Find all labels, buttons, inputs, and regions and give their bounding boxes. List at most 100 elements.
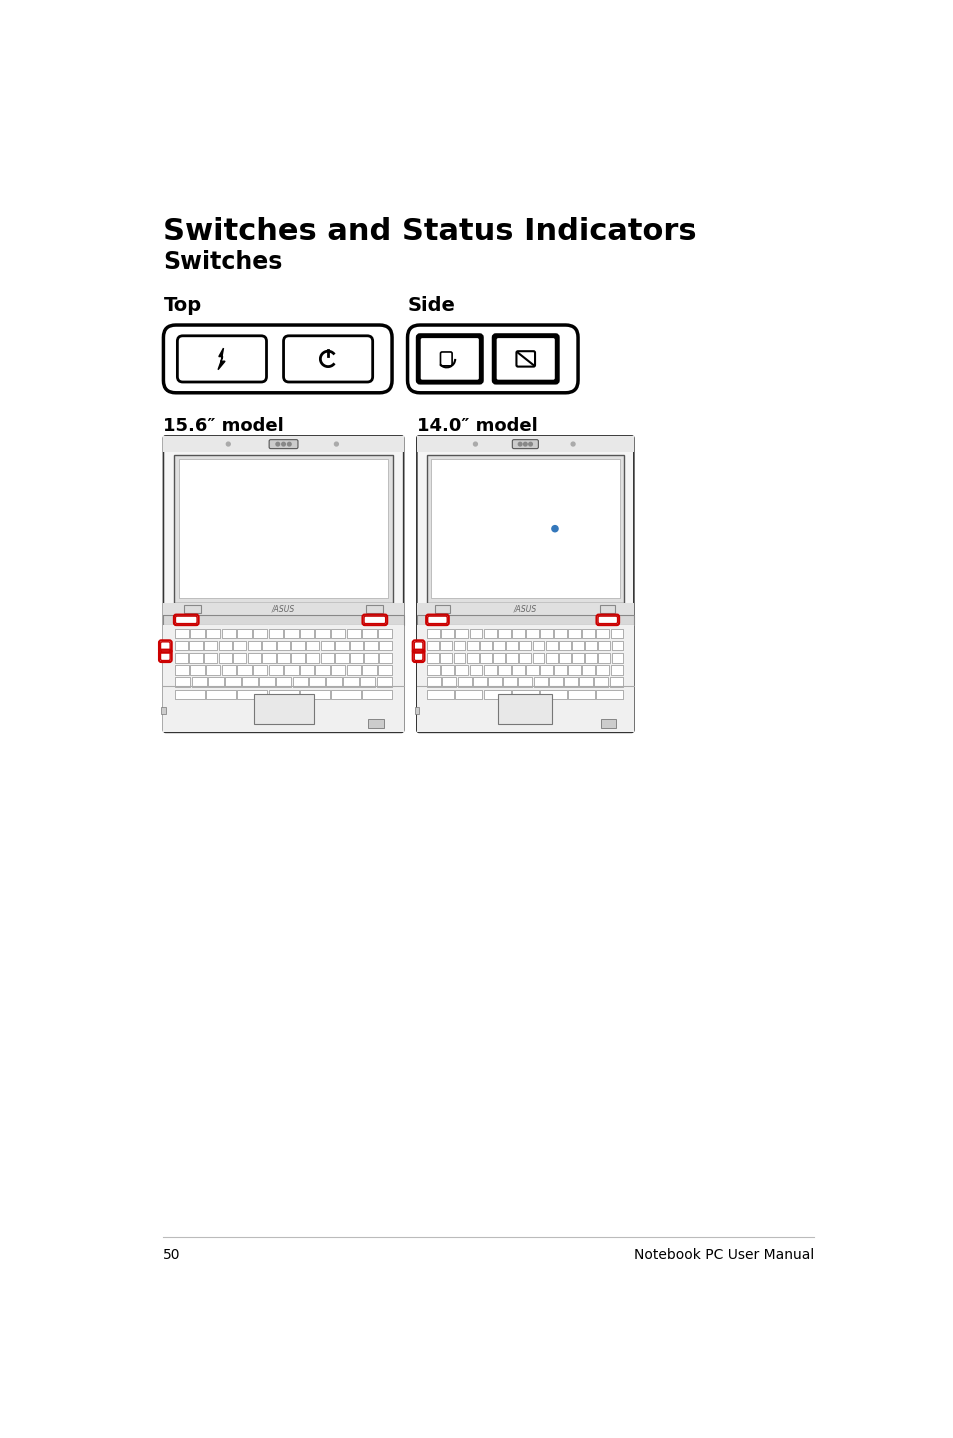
Bar xyxy=(610,630,623,638)
Circle shape xyxy=(473,441,476,446)
Bar xyxy=(362,630,376,638)
Bar xyxy=(269,690,298,699)
Bar xyxy=(221,630,235,638)
Circle shape xyxy=(551,526,558,532)
FancyBboxPatch shape xyxy=(598,615,617,624)
Text: /ASUS: /ASUS xyxy=(513,604,537,613)
Bar xyxy=(184,604,200,613)
Bar xyxy=(284,630,298,638)
Circle shape xyxy=(281,443,285,446)
Bar xyxy=(331,666,345,674)
Bar xyxy=(596,666,609,674)
Bar xyxy=(572,653,583,663)
Bar xyxy=(284,666,298,674)
Text: Side: Side xyxy=(407,296,455,315)
Bar xyxy=(174,653,188,663)
Bar xyxy=(364,641,377,650)
Bar xyxy=(346,666,360,674)
Bar xyxy=(292,641,304,650)
Bar xyxy=(610,666,623,674)
Bar xyxy=(163,603,403,614)
Bar xyxy=(427,641,438,650)
Bar xyxy=(262,653,275,663)
Bar xyxy=(554,666,566,674)
Circle shape xyxy=(571,441,575,446)
Bar xyxy=(163,436,403,452)
Bar xyxy=(598,653,610,663)
Text: 50: 50 xyxy=(163,1248,181,1263)
Bar xyxy=(596,690,623,699)
FancyBboxPatch shape xyxy=(416,436,633,732)
Bar xyxy=(581,630,595,638)
Bar xyxy=(455,630,468,638)
Bar xyxy=(343,677,358,686)
FancyBboxPatch shape xyxy=(269,440,297,449)
Bar xyxy=(453,641,465,650)
Bar xyxy=(269,666,283,674)
Bar xyxy=(525,630,538,638)
Bar xyxy=(364,653,377,663)
Bar xyxy=(427,677,440,686)
Bar xyxy=(427,630,439,638)
Bar xyxy=(594,677,608,686)
FancyBboxPatch shape xyxy=(512,440,537,449)
Circle shape xyxy=(335,441,338,446)
Bar xyxy=(275,677,291,686)
Bar xyxy=(539,690,566,699)
Text: /ASUS: /ASUS xyxy=(272,604,294,613)
Bar xyxy=(192,677,207,686)
Bar xyxy=(359,677,375,686)
Bar xyxy=(326,677,341,686)
Bar xyxy=(598,641,610,650)
Bar xyxy=(309,677,325,686)
Bar xyxy=(568,690,595,699)
Bar xyxy=(416,626,633,719)
Bar xyxy=(442,677,456,686)
Bar xyxy=(204,653,217,663)
Bar xyxy=(248,641,261,650)
Bar xyxy=(554,630,566,638)
Bar xyxy=(483,690,510,699)
Bar xyxy=(568,630,580,638)
Bar xyxy=(488,677,501,686)
Bar xyxy=(584,653,597,663)
Bar xyxy=(584,641,597,650)
Bar xyxy=(163,686,403,732)
Bar xyxy=(174,677,191,686)
FancyBboxPatch shape xyxy=(414,651,422,660)
Bar xyxy=(299,690,330,699)
Bar xyxy=(466,653,478,663)
Text: 15.6″ model: 15.6″ model xyxy=(163,417,284,436)
FancyBboxPatch shape xyxy=(414,641,422,651)
Bar xyxy=(350,641,363,650)
Bar xyxy=(237,690,267,699)
Bar xyxy=(258,677,274,686)
FancyBboxPatch shape xyxy=(160,651,170,660)
Bar xyxy=(441,630,454,638)
Bar xyxy=(427,666,439,674)
Bar xyxy=(426,454,623,603)
Bar xyxy=(599,604,615,613)
Bar xyxy=(416,614,633,626)
Bar xyxy=(190,653,203,663)
Bar xyxy=(248,653,261,663)
Bar xyxy=(253,630,267,638)
Bar xyxy=(545,641,558,650)
Bar xyxy=(609,677,623,686)
Bar xyxy=(204,641,217,650)
Bar xyxy=(479,653,492,663)
Bar xyxy=(242,677,257,686)
Bar xyxy=(539,630,553,638)
FancyBboxPatch shape xyxy=(175,615,197,624)
Bar xyxy=(455,666,468,674)
Bar xyxy=(568,666,580,674)
Bar xyxy=(191,666,205,674)
FancyBboxPatch shape xyxy=(177,336,266,383)
Bar xyxy=(512,666,524,674)
Bar xyxy=(378,653,392,663)
Bar xyxy=(221,666,235,674)
Bar xyxy=(483,666,496,674)
Bar xyxy=(506,641,517,650)
Polygon shape xyxy=(218,348,225,370)
Bar xyxy=(218,641,232,650)
